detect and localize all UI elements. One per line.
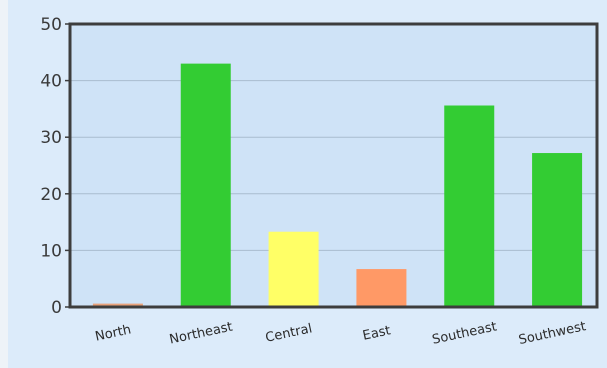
bars: [92, 63, 583, 308]
x-category-label: Central: [264, 321, 313, 346]
bar-southeast: [444, 105, 495, 307]
y-tick-label: 0: [51, 298, 62, 318]
left-strip: [0, 0, 8, 368]
x-category-label: Southwest: [517, 319, 587, 348]
y-tick-label: 30: [40, 128, 62, 148]
gridlines: [70, 80, 597, 251]
bar-northeast: [180, 63, 231, 308]
x-category-label: Northeast: [168, 320, 234, 348]
x-category-label: East: [361, 323, 392, 344]
plot-area: [70, 24, 597, 307]
plot-frame: [68, 22, 599, 309]
x-axis-labels: North Northeast Central East Southeast Southw…: [94, 319, 587, 348]
x-category-label: Southeast: [431, 319, 498, 347]
bar-central: [268, 231, 319, 307]
y-tick-label: 40: [40, 72, 62, 92]
y-axis-ticks: 0 10 20 30 40 50: [40, 15, 70, 318]
x-category-label: North: [94, 322, 133, 344]
y-tick-label: 50: [40, 15, 62, 35]
bar-east: [356, 269, 407, 307]
bar-southwest: [532, 153, 583, 307]
bar-north: [92, 303, 143, 307]
y-tick-label: 10: [40, 241, 62, 261]
y-tick-label: 20: [40, 185, 62, 205]
